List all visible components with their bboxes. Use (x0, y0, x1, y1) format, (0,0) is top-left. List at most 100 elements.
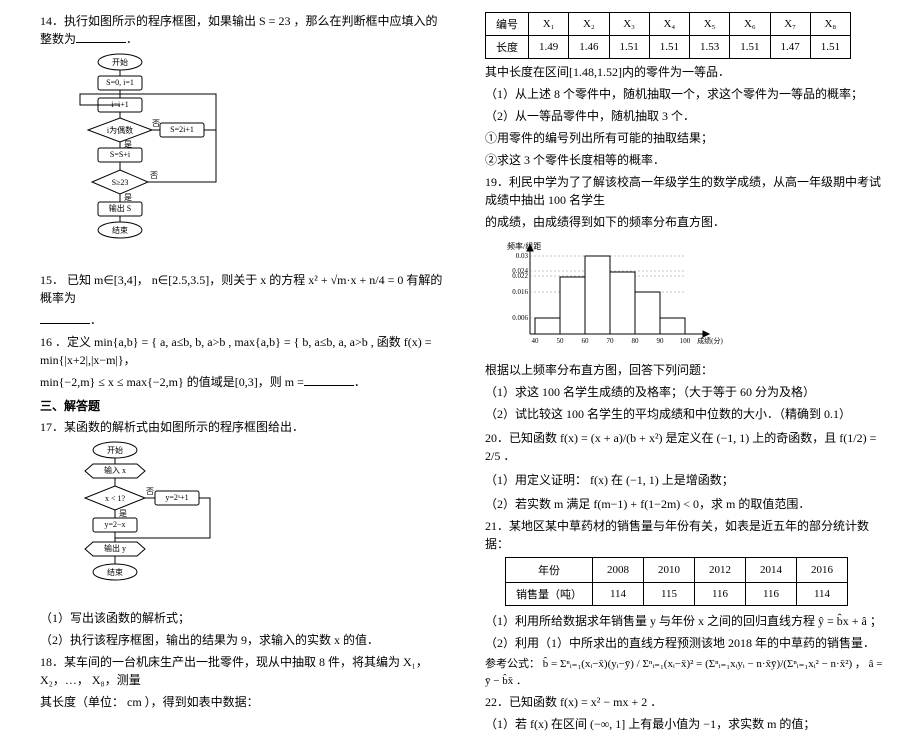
yt4: 0.03 (516, 252, 529, 260)
flow1-no: 否 (152, 119, 160, 128)
t1r4: 1.51 (649, 36, 689, 59)
flow1-no2: 否 (150, 171, 158, 180)
flow2-bt: y=2−x (104, 520, 125, 529)
q18a: 18．某车间的一台机床生产出一批零件，现从中抽取 8 件，将其编为 X₁， X₂… (40, 653, 445, 689)
t1h7: X₇ (770, 13, 810, 36)
flow1-yes: 是 (124, 140, 132, 149)
t2h1: 2008 (593, 558, 644, 583)
flow1-yes2: 是 (124, 193, 132, 202)
flow2-decide: x < 1? (105, 494, 126, 503)
q19b: 的成绩，由成绩得到如下的频率分布直方图． (485, 213, 890, 231)
flow2-start: 开始 (107, 445, 123, 455)
q16a: 16 ．定义 min{a,b} = { a, a≤b, b, a>b , max… (40, 333, 445, 369)
t1-2a: ①用零件的编号列出所有可能的抽取结果； (485, 129, 890, 147)
t1-2: （2）从一等品零件中，随机抽取 3 个． (485, 107, 890, 125)
yt1: 0.016 (512, 288, 528, 296)
t2h4: 2014 (746, 558, 797, 583)
q21-2: （2）利用（1）中所求出的直线方程预测该地 2018 年的中草药的销售量． (485, 634, 890, 652)
q20-2: （2）若实数 m 满足 f(m−1) + f(1−2m) < 0，求 m 的取值… (485, 495, 890, 513)
t1-note: 其中长度在区间[1.48,1.52]内的零件为一等品． (485, 63, 890, 81)
t1h3: X₃ (609, 13, 649, 36)
q15-text: 15． 已知 m∈[3,4]， n∈[2.5,3.5]，则关于 x 的方程 x²… (40, 271, 445, 307)
section-3-title: 三、解答题 (40, 397, 445, 414)
t2r3: 116 (695, 583, 746, 606)
t1r6: 1.51 (730, 36, 770, 59)
t1r3: 1.51 (609, 36, 649, 59)
q21-ref: 参考公式： b̂ = Σⁿᵢ₌₁(xᵢ−x̄)(yᵢ−ȳ) / Σⁿᵢ₌₁(xᵢ… (485, 656, 890, 689)
t1h0: 编号 (486, 13, 529, 36)
t2r4: 116 (746, 583, 797, 606)
flow1-bf: S=2i+1 (170, 125, 194, 134)
q21-1: （1）利用所给数据求年销售量 y 与年份 x 之间的回归直线方程 ŷ = b̂x… (485, 612, 890, 630)
xlabel: 成绩(分) (697, 336, 723, 345)
q16b-line: min{−2,m} ≤ x ≤ max{−2,m} 的值域是[0,3]，则 m … (40, 373, 445, 391)
q16b-label: min{−2,m} ≤ x ≤ max{−2,m} 的值域是[0,3]，则 m … (40, 375, 304, 389)
table-row: 编号 X₁ X₂ X₃ X₄ X₅ X₆ X₇ X₈ (486, 13, 851, 36)
flow2-bf: y=2ˣ+1 (165, 493, 188, 502)
t1r1: 1.49 (529, 36, 569, 59)
t2h2: 2010 (644, 558, 695, 583)
t2h5: 2016 (797, 558, 848, 583)
t1h2: X₂ (569, 13, 609, 36)
q14-blank (76, 31, 126, 43)
xt2: 60 (582, 337, 590, 345)
q15-blankline: ． (40, 311, 445, 329)
xt3: 70 (607, 337, 615, 345)
q17-2: （2）执行该程序框图，输出的结果为 9，求输入的实数 x 的值． (40, 631, 445, 649)
xt0: 40 (532, 337, 540, 345)
flow2-yes: 是 (119, 509, 127, 518)
q17-1: （1）写出该函数的解析式； (40, 609, 445, 627)
t1-2b: ②求这 3 个零件长度相等的概率． (485, 151, 890, 169)
t1h4: X₄ (649, 13, 689, 36)
flow2-input: 输入 x (104, 465, 126, 475)
t2r0: 销售量（吨） (506, 583, 593, 606)
q14-text: 14．执行如图所示的程序框图，如果输出 S = 23 ，那么在判断框中应填入的整… (40, 12, 445, 48)
flow1-init: S=0, i=1 (106, 78, 134, 87)
flow1-start: 开始 (112, 57, 128, 67)
q20: 20．已知函数 f(x) = (x + a)/(b + x²) 是定义在 (−1… (485, 429, 890, 465)
flow1-d1: i为偶数 (107, 125, 133, 135)
table-row: 销售量（吨） 114 115 116 116 114 (506, 583, 848, 606)
t1h6: X₆ (730, 13, 770, 36)
table-2: 年份 2008 2010 2012 2014 2016 销售量（吨） 114 1… (505, 557, 848, 606)
xt6: 100 (680, 337, 691, 345)
t2r5: 114 (797, 583, 848, 606)
q20-1: （1）用定义证明： f(x) 在 (−1, 1) 上是增函数； (485, 471, 890, 489)
yt3: 0.024 (512, 267, 528, 275)
table-row: 年份 2008 2010 2012 2014 2016 (506, 558, 848, 583)
flow2-out: 输出 y (104, 543, 126, 553)
t1h1: X₁ (529, 13, 569, 36)
q19a: 19．利民中学为了了解该校高一年级学生的数学成绩，从高一年级期中考试成绩中抽出 … (485, 173, 890, 209)
t1r8: 1.51 (810, 36, 850, 59)
t2r2: 115 (644, 583, 695, 606)
t2h0: 年份 (506, 558, 593, 583)
flow1-d2: S≥23 (112, 178, 129, 187)
xt4: 80 (632, 337, 640, 345)
t2h3: 2012 (695, 558, 746, 583)
q18b: 其长度（单位： cm ），得到如表中数据： (40, 693, 445, 711)
flow2-end: 结束 (107, 567, 123, 577)
t1r0: 长度 (486, 36, 529, 59)
t1-1: （1）从上述 8 个零件中，随机抽取一个，求这个零件为一等品的概率； (485, 85, 890, 103)
flow1-step1: i=i+1 (111, 100, 128, 109)
t1r5: 1.53 (690, 36, 730, 59)
t1r2: 1.46 (569, 36, 609, 59)
t1h5: X₅ (690, 13, 730, 36)
q21: 21．某地区某中草药材的销售量与年份有关，如表是近五年的部分统计数据： (485, 517, 890, 553)
q15-label: 15． 已知 m∈[3,4]， n∈[2.5,3.5]，则关于 x 的方程 x²… (40, 273, 442, 305)
t2r1: 114 (593, 583, 644, 606)
flow1-end: 结束 (112, 225, 128, 235)
q19-1: （1）求这 100 名学生成绩的及格率；（大于等于 60 分为及格） (485, 383, 890, 401)
yt0: 0.006 (512, 314, 528, 322)
ylabel: 频率/组距 (507, 241, 541, 251)
flow1-bt: S=S+i (110, 150, 131, 159)
table-1: 编号 X₁ X₂ X₃ X₄ X₅ X₆ X₇ X₈ 长度 1.49 1.46 … (485, 12, 851, 59)
flowchart-1: 开始 S=0, i=1 i=i+1 i为偶数 否 是 S=2i+1 S=S+i … (60, 52, 230, 267)
table-row: 长度 1.49 1.46 1.51 1.51 1.53 1.51 1.47 1.… (486, 36, 851, 59)
flow2-no: 否 (146, 487, 154, 496)
t1r7: 1.47 (770, 36, 810, 59)
flow1-out: 输出 S (109, 203, 131, 213)
q19-2: （2）试比较这 100 名学生的平均成绩和中位数的大小．（精确到 0.1） (485, 405, 890, 423)
q22: 22．已知函数 f(x) = x² − mx + 2 ． (485, 693, 890, 711)
q17-text: 17．某函数的解析式由如图所示的程序框图给出． (40, 418, 445, 436)
